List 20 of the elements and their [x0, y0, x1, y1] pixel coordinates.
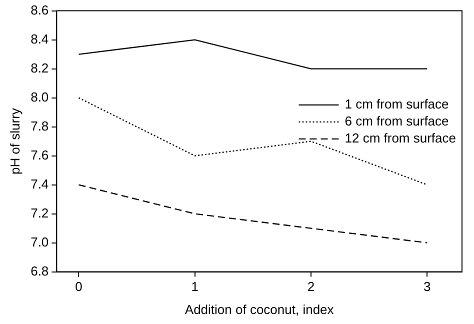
- y-tick-label: 8.4: [30, 31, 49, 46]
- x-tick-label: 0: [75, 279, 82, 294]
- x-tick-label: 1: [191, 279, 198, 294]
- y-tick-label: 6.8: [30, 263, 49, 278]
- y-tick-label: 8.2: [30, 60, 49, 76]
- x-axis-title: Addition of coconut, index: [184, 302, 334, 317]
- legend-label: 12 cm from surface: [344, 130, 456, 146]
- x-tick-label: 3: [424, 279, 431, 294]
- y-tick-label: 7.8: [30, 118, 49, 134]
- y-tick-label: 8.0: [30, 89, 49, 104]
- x-tick-label: 2: [307, 279, 315, 294]
- y-tick-label: 8.6: [30, 2, 49, 18]
- y-axis-title: pH of slurry: [7, 108, 22, 175]
- legend-label: 1 cm from surface: [344, 96, 449, 112]
- line-series: [78, 184, 428, 244]
- y-tick-label: 7.2: [30, 205, 49, 220]
- y-tick-label: 7.6: [30, 147, 49, 162]
- legend-label: 6 cm from surface: [344, 114, 449, 129]
- y-tick-label: 7.4: [30, 176, 49, 192]
- y-tick-label: 7.0: [30, 234, 49, 250]
